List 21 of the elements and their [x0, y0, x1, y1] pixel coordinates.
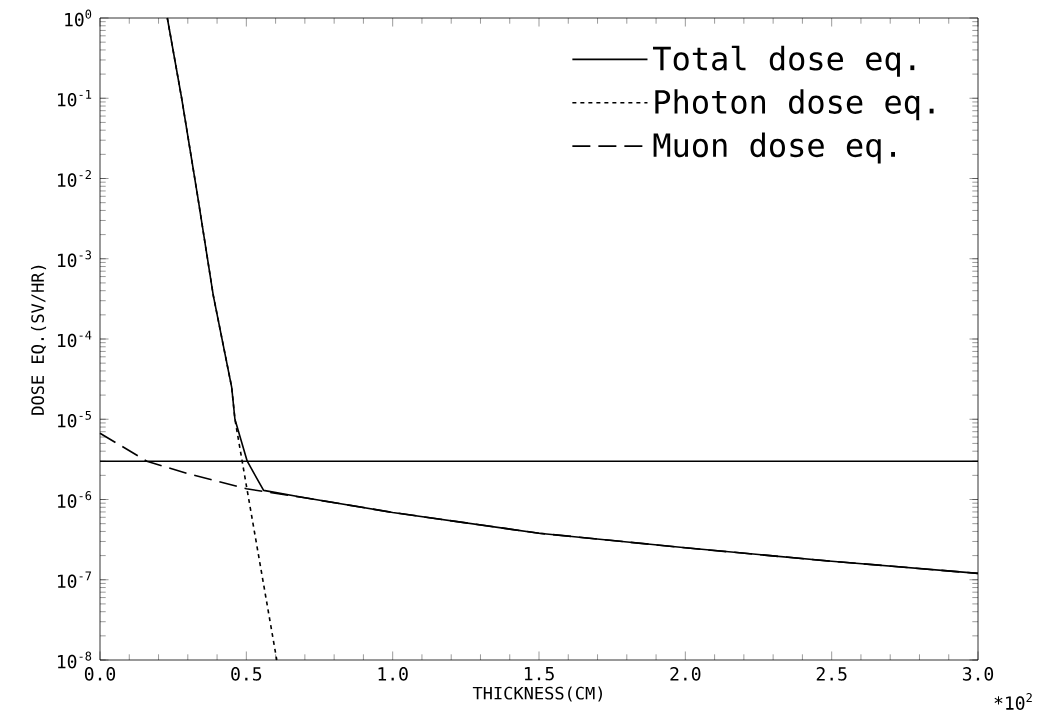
legend-label: Muon dose eq. [653, 132, 896, 164]
x-tick-label: 2.0 [670, 667, 701, 681]
x-tick-label: 0.5 [231, 667, 262, 681]
y-tick-label: 10$^{-6}$ [57, 491, 92, 508]
x-tick-label: 2.5 [816, 667, 847, 681]
y-tick-label: 10$^{-4}$ [57, 330, 92, 348]
y-tick-label: 10$^{-7}$ [57, 571, 92, 589]
y-tick-label: 10$^{-5}$ [57, 410, 91, 428]
legend-label: Total dose eq. [653, 45, 915, 77]
legend-label: Photon dose eq. [655, 89, 934, 121]
y-tick-label: 10$^{0}$ [65, 9, 92, 27]
y-axis-title: DOSE EQ.(SV/HR) [30, 265, 47, 415]
x-tick-label: 3.0 [962, 667, 994, 681]
y-tick-label: 10$^{-1}$ [57, 89, 92, 107]
y-tick-label: 10$^{-3}$ [57, 250, 92, 268]
y-tick-label: 10$^{-2}$ [57, 170, 91, 187]
x-tick-label: 1.0 [378, 667, 408, 681]
x-tick-label: 0.0 [84, 667, 116, 681]
x-axis-title: THICKNESS(CM) [472, 686, 602, 702]
x-tick-label: 1.5 [524, 667, 554, 681]
text: *10$^{2}$ [994, 693, 1032, 710]
